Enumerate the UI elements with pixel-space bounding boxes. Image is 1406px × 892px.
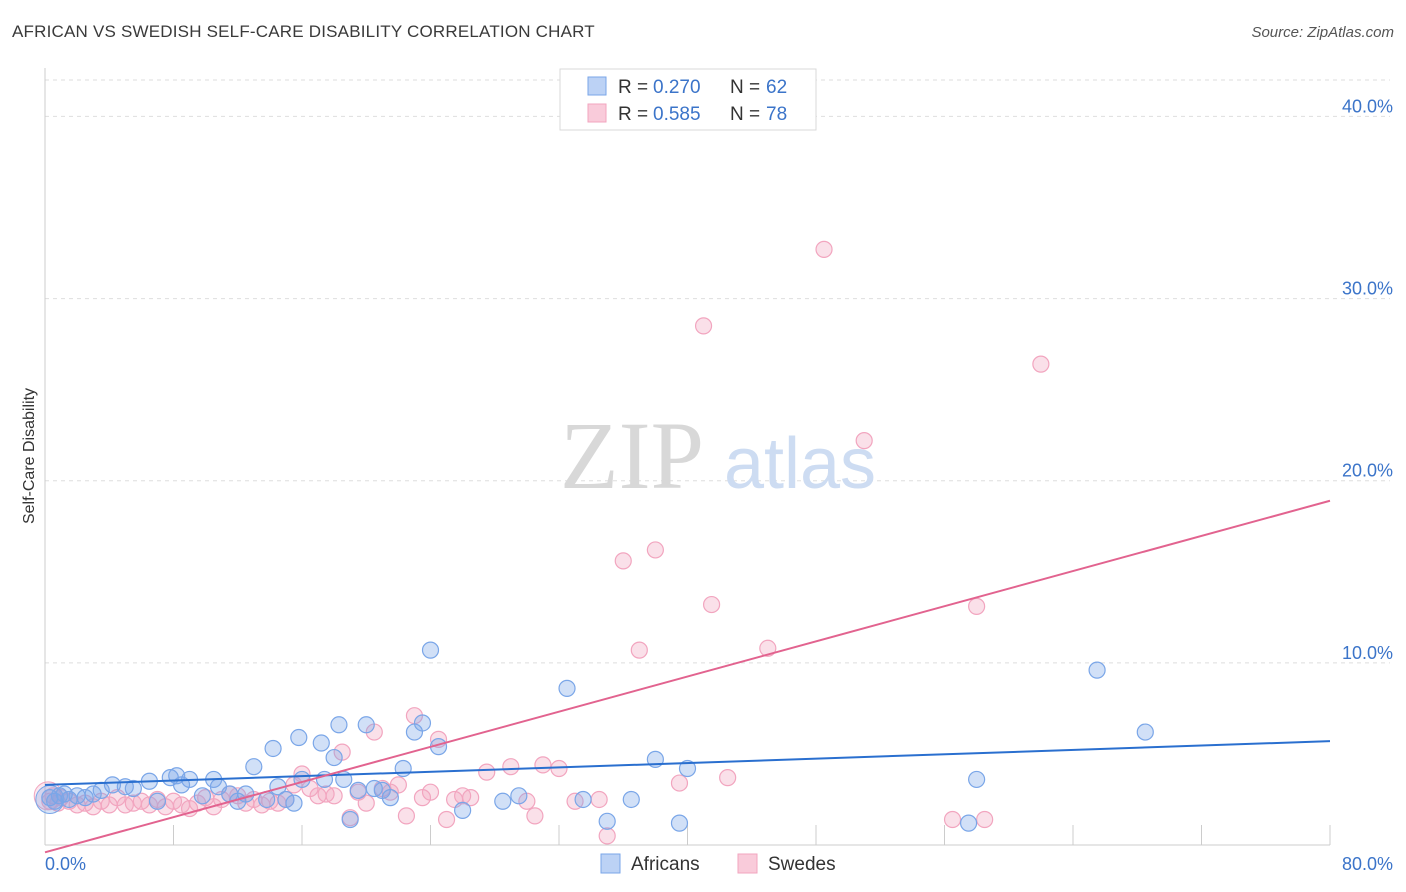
- africans-point: [394, 759, 412, 778]
- x-tick-label-max: 80.0%: [1342, 854, 1393, 874]
- y-tick-label: 20.0%: [1342, 461, 1393, 481]
- y-tick-label: 10.0%: [1342, 643, 1393, 663]
- africans-series-swatch: [600, 853, 621, 874]
- swedes-r-value: 0.585: [653, 104, 701, 125]
- swedes-points: [33, 240, 1050, 845]
- africans-point: [312, 734, 330, 752]
- africans-point: [124, 779, 142, 798]
- africans-point: [290, 728, 308, 747]
- swedes-point: [590, 790, 608, 809]
- swedes-n-value: 78: [766, 104, 787, 125]
- swedes-point: [976, 810, 994, 829]
- grid-lines: [45, 79, 1390, 664]
- africans-point: [330, 716, 348, 734]
- africans-legend-swatch: [587, 76, 607, 96]
- swedes-point: [855, 432, 873, 450]
- africans-point: [103, 776, 122, 794]
- swedes-point: [357, 794, 375, 812]
- series-legend: Africans Swedes: [600, 853, 836, 875]
- africans-point: [494, 792, 512, 810]
- y-tick-labels: 10.0% 20.0% 30.0% 40.0%: [1342, 96, 1393, 662]
- africans-series-label: Africans: [631, 854, 700, 875]
- africans-point: [277, 790, 295, 809]
- stats-legend: R = 0.270 N = 62 R = 0.585 N = 78: [559, 68, 817, 131]
- trend-lines: [44, 499, 1331, 854]
- watermark-atlas: atlas: [724, 424, 876, 504]
- africans-point: [959, 814, 978, 832]
- africans-point: [381, 789, 399, 807]
- africans-point: [558, 679, 576, 697]
- africans-point: [349, 781, 367, 799]
- swedes-point: [694, 317, 713, 335]
- swedes-point: [1032, 355, 1050, 373]
- y-axis-label: Self-Care Disability: [21, 388, 38, 524]
- africans-r-label: R =: [618, 77, 648, 98]
- source-label: Source: ZipAtlas.com: [1251, 24, 1394, 41]
- swedes-point: [943, 810, 962, 829]
- swedes-point: [397, 807, 416, 825]
- swedes-point: [421, 783, 440, 801]
- axes: [44, 68, 1331, 846]
- africans-point: [357, 716, 375, 734]
- swedes-point: [325, 787, 343, 805]
- africans-point: [598, 812, 616, 830]
- swedes-point: [968, 597, 986, 615]
- swedes-point: [502, 758, 520, 776]
- chart-title: AFRICAN VS SWEDISH SELF-CARE DISABILITY …: [12, 22, 595, 41]
- swedes-point: [646, 541, 664, 559]
- swedes-point: [670, 774, 689, 792]
- swedes-series-label: Swedes: [768, 854, 836, 875]
- africans-point: [264, 739, 282, 758]
- africans-r-value: 0.270: [653, 77, 701, 98]
- africans-point: [325, 748, 343, 767]
- africans-point: [341, 810, 359, 829]
- africans-point: [670, 814, 689, 832]
- swedes-point: [526, 807, 544, 825]
- africans-point: [76, 789, 94, 807]
- y-tick-label: 30.0%: [1342, 279, 1393, 299]
- africans-point: [84, 785, 102, 803]
- africans-point: [454, 801, 472, 819]
- swedes-r-label: R =: [618, 104, 648, 125]
- swedes-point: [759, 639, 777, 657]
- africans-trend-line: [44, 740, 1331, 786]
- swedes-point: [598, 827, 616, 845]
- swedes-point: [630, 641, 648, 659]
- swedes-point: [389, 776, 407, 794]
- africans-point: [968, 770, 986, 789]
- africans-point: [413, 714, 432, 732]
- africans-point: [193, 787, 212, 805]
- swedes-legend-swatch: [587, 103, 607, 123]
- africans-point: [1088, 661, 1106, 679]
- swedes-point: [534, 756, 552, 774]
- swedes-point: [719, 769, 737, 787]
- africans-point: [148, 792, 167, 810]
- africans-n-value: 62: [766, 77, 787, 98]
- x-tick-label-min: 0.0%: [45, 854, 86, 874]
- watermark: ZIP atlas: [560, 402, 876, 509]
- africans-point: [678, 759, 697, 778]
- watermark-zip: ZIP: [560, 402, 704, 509]
- africans-n-label: N =: [730, 77, 760, 98]
- swedes-point: [462, 789, 480, 807]
- y-tick-label: 40.0%: [1342, 96, 1393, 116]
- swedes-point: [702, 595, 721, 614]
- swedes-point: [478, 763, 496, 781]
- africans-point: [1136, 723, 1154, 741]
- swedes-point: [437, 810, 456, 829]
- x-tick-labels: 0.0% 80.0%: [45, 854, 1393, 874]
- swedes-trend-line: [44, 499, 1331, 854]
- swedes-point: [614, 552, 632, 570]
- swedes-point: [815, 240, 833, 258]
- africans-point: [622, 790, 640, 809]
- africans-point: [574, 790, 592, 809]
- swedes-n-label: N =: [730, 104, 760, 125]
- africans-point: [245, 758, 263, 776]
- africans-point: [510, 787, 528, 805]
- swedes-series-swatch: [737, 853, 758, 874]
- africans-point: [285, 794, 303, 812]
- africans-cluster-point: [35, 784, 65, 814]
- africans-point: [421, 641, 440, 659]
